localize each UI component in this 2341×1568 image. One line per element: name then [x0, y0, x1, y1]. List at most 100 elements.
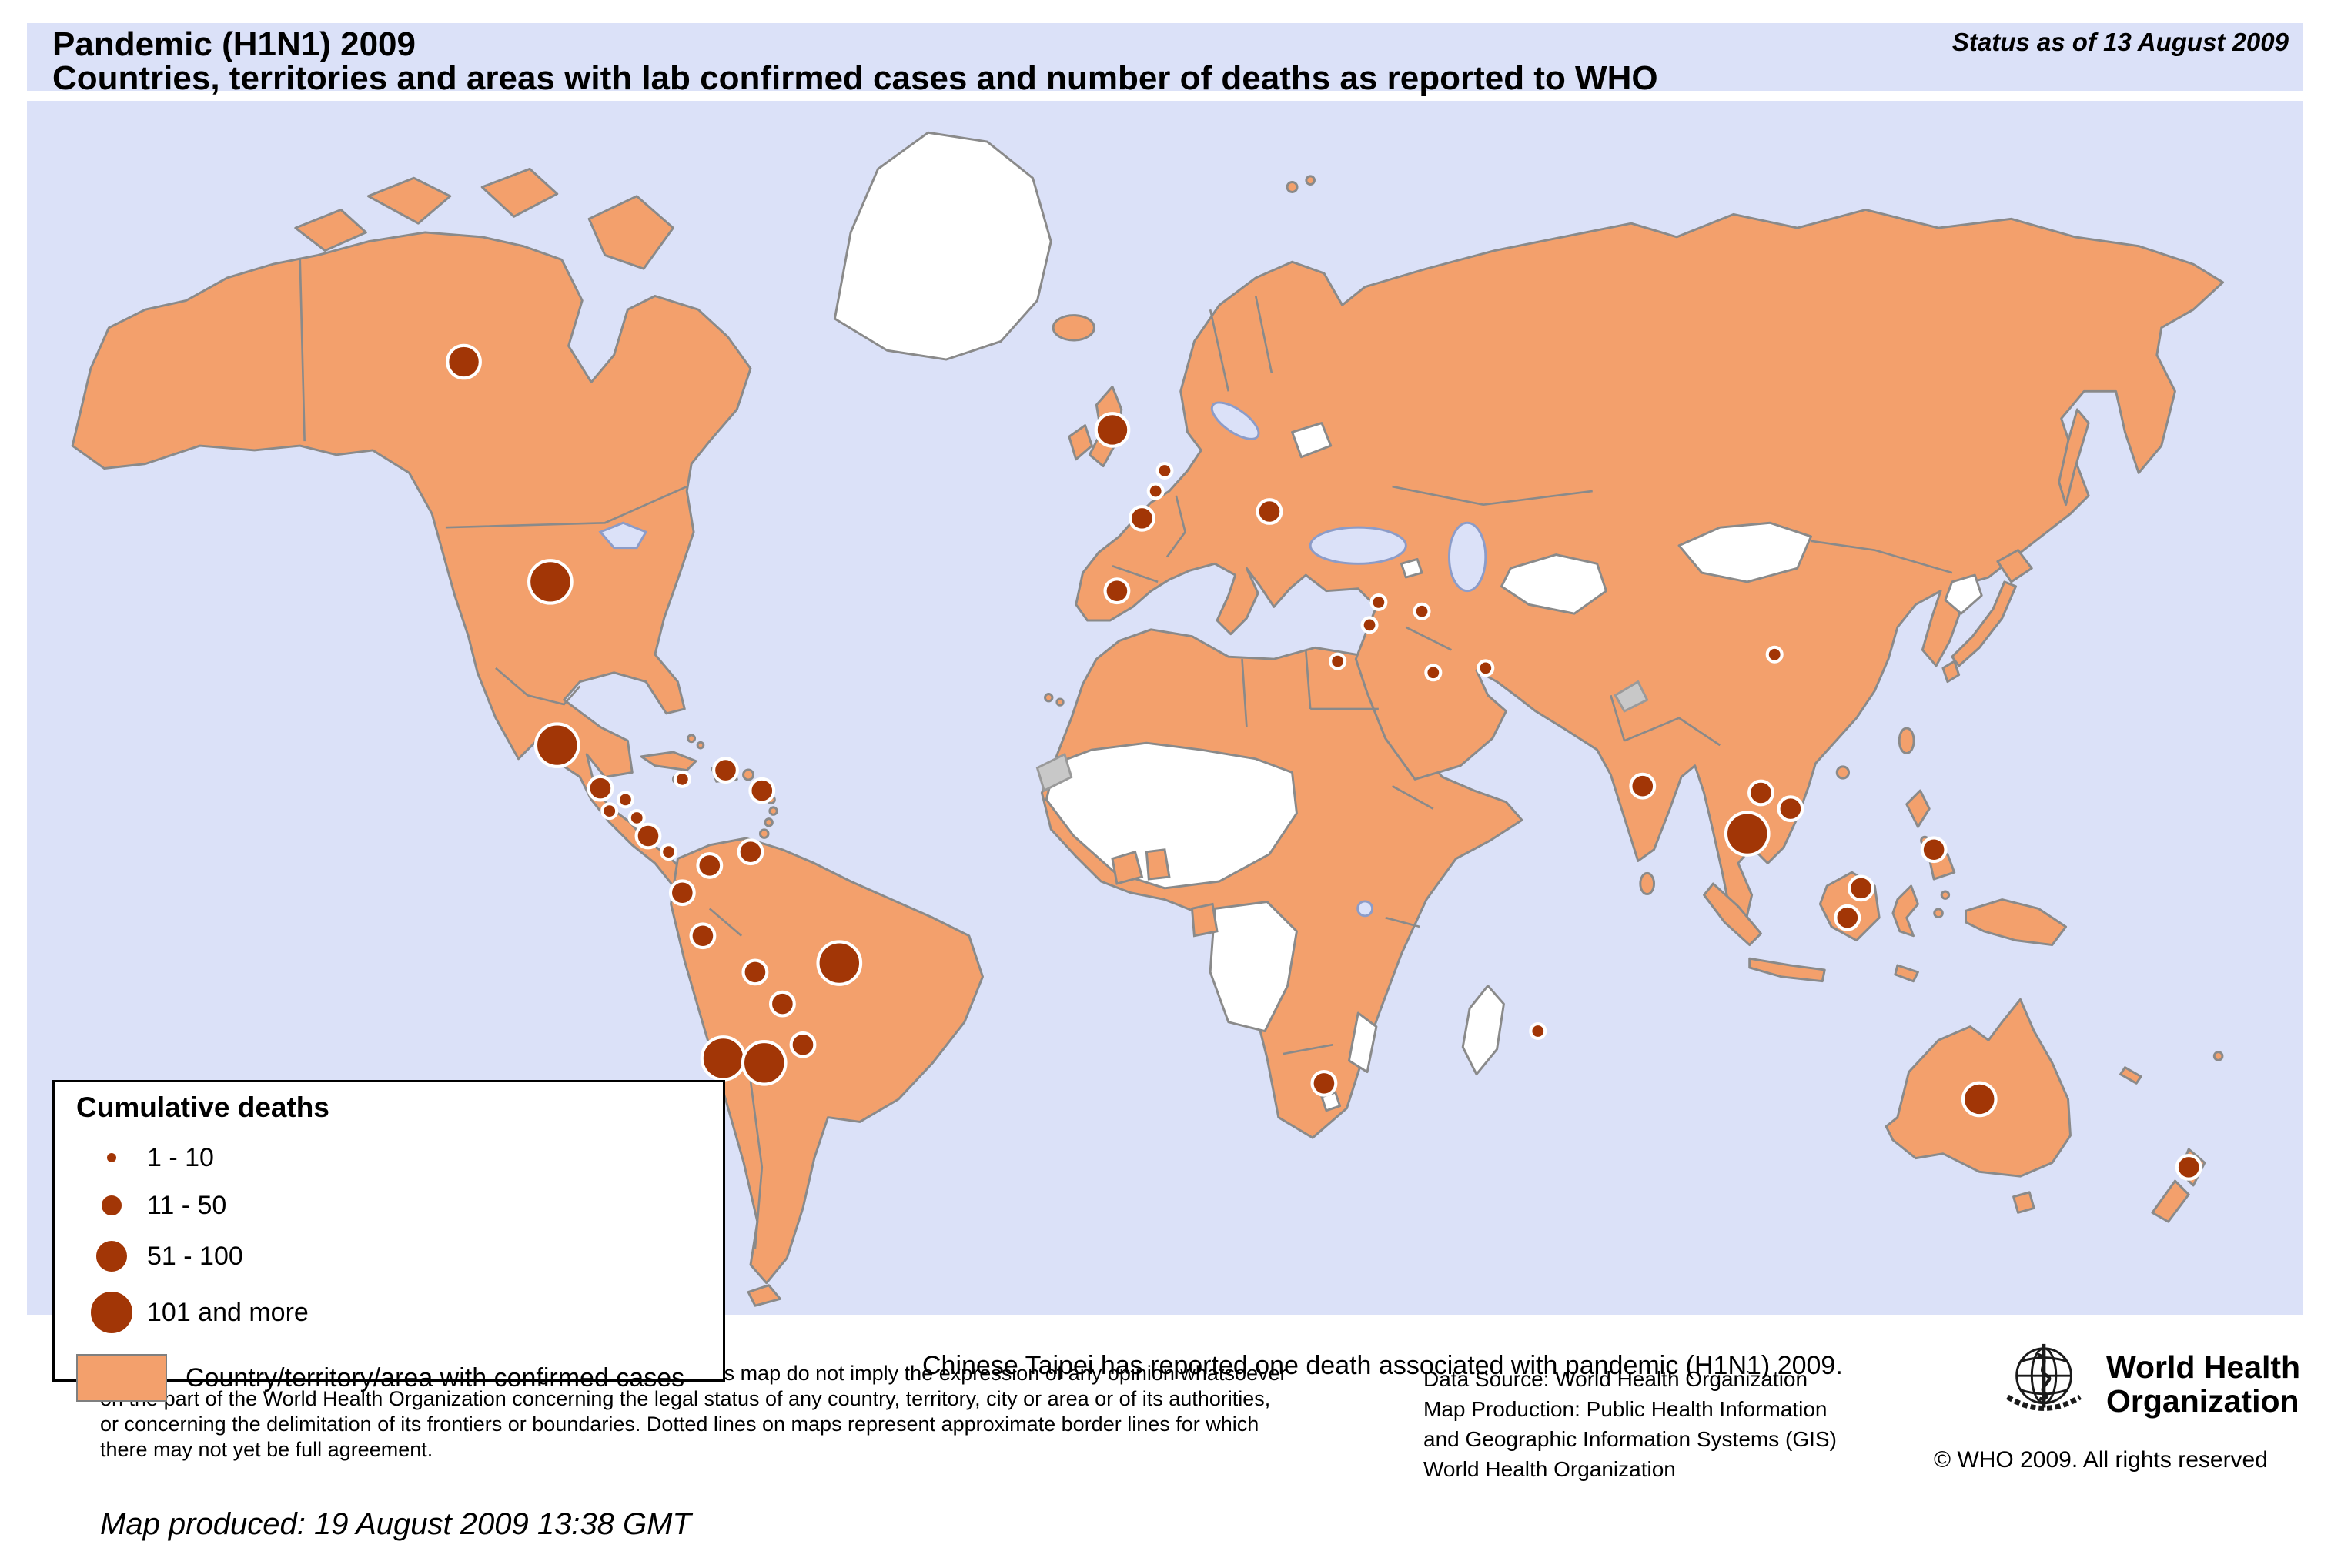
legend-row: 11 - 50 — [76, 1181, 723, 1230]
legend-circle-101+ — [89, 1290, 134, 1335]
sri-lanka — [1639, 871, 1656, 895]
map-area: Cumulative deaths 1 - 10 11 - 50 51 - 100 1… — [27, 101, 2303, 1402]
legend-row: 1 - 10 — [76, 1135, 723, 1181]
death-marker-chile — [700, 1035, 747, 1082]
legend-rows: 1 - 10 11 - 50 51 - 100 101 and more — [76, 1135, 723, 1342]
legend-circle-1-10 — [105, 1152, 118, 1164]
header-band: Pandemic (H1N1) 2009 Countries, territor… — [27, 23, 2303, 97]
puerto-rico — [742, 768, 755, 781]
mongolia — [1677, 521, 1812, 583]
svalbard — [1305, 175, 1316, 186]
kyushu — [1941, 660, 1961, 684]
baltic-sea — [1210, 401, 1260, 440]
death-marker-el-salvador — [600, 802, 619, 821]
legend-label: 1 - 10 — [147, 1142, 214, 1172]
honshu — [1951, 580, 2018, 667]
death-marker-egypt — [1329, 652, 1347, 670]
antilles — [764, 817, 774, 827]
death-marker-venezuela — [737, 838, 764, 866]
who-logo: World Health Organization — [1997, 1339, 2300, 1430]
antilles — [768, 806, 778, 816]
text-line: or concerning the delimitation of its fr… — [100, 1413, 1259, 1436]
death-marker-south-africa — [1310, 1069, 1338, 1097]
bahamas — [687, 734, 697, 744]
copyright: © WHO 2009. All rights reserved — [1934, 1447, 2268, 1473]
death-marker-viet-nam — [1777, 795, 1804, 823]
text-line: Data Source: World Health Organization — [1423, 1367, 1808, 1391]
death-marker-laos — [1747, 779, 1774, 807]
death-marker-new-zealand — [2175, 1154, 2202, 1181]
new-caledonia — [2119, 1066, 2142, 1085]
arctic-island — [366, 176, 452, 225]
death-marker-indonesia — [1834, 904, 1861, 931]
moluccas — [1940, 890, 1951, 900]
death-marker-guatemala — [587, 774, 614, 802]
death-marker-mexico — [533, 722, 580, 768]
sulawesi — [1891, 884, 1919, 938]
legend-label: 101 and more — [147, 1297, 309, 1327]
death-marker-uruguay — [789, 1031, 817, 1058]
death-marker-peru — [689, 922, 717, 950]
status-date: Status as of 13 August 2009 — [1951, 28, 2289, 56]
death-marker-australia — [1961, 1081, 1998, 1118]
black-sea — [1309, 526, 1407, 565]
death-marker-argentina — [741, 1040, 788, 1086]
trinidad — [758, 828, 770, 839]
belarus — [1291, 422, 1333, 459]
text-line: there may not yet be full agreement. — [100, 1438, 433, 1461]
luzon — [1905, 789, 1931, 828]
arctic-island — [480, 167, 559, 218]
hokkaido — [1996, 549, 2033, 583]
taiwan — [1898, 727, 1915, 754]
western-sahara — [1035, 752, 1073, 793]
lakes — [598, 401, 1487, 918]
canary-islands — [1055, 697, 1065, 707]
death-marker-philippines — [1920, 836, 1948, 864]
death-marker-israel — [1360, 616, 1379, 634]
west-africa — [1045, 741, 1298, 890]
who-logo-text: World Health Organization — [2106, 1350, 2300, 1418]
iceland — [1052, 314, 1095, 342]
legend-label: 51 - 100 — [147, 1241, 243, 1271]
hainan — [1835, 765, 1851, 780]
north-america — [71, 231, 752, 888]
death-marker-belgium — [1146, 482, 1165, 500]
tierra-del-fuego — [747, 1284, 781, 1307]
land-confirmed-overlays — [1111, 848, 1219, 938]
new-zealand-south — [2151, 1179, 2190, 1223]
ireland — [1068, 424, 1093, 461]
death-marker-mauritius — [1529, 1022, 1547, 1041]
death-marker-ecuador — [668, 879, 696, 907]
death-marker-lebanon — [1369, 593, 1388, 611]
greenland — [833, 131, 1052, 361]
land-no-report — [833, 131, 1983, 1112]
death-marker-saudi-arabia — [1424, 664, 1443, 682]
confirmed-area-swatch — [76, 1354, 167, 1402]
caspian-sea — [1448, 521, 1487, 593]
armenia — [1400, 557, 1423, 579]
page-title: Pandemic (H1N1) 2009 — [52, 25, 416, 63]
central-africa — [1209, 901, 1298, 1033]
text-line: Map Production: Public Health Informatio… — [1423, 1397, 1828, 1421]
kashmir — [1614, 680, 1649, 713]
fiji — [2212, 1051, 2224, 1061]
cuba — [640, 751, 697, 772]
data-source-block: Data Source: World Health Organization Ma… — [1423, 1364, 1837, 1484]
text-line: Organization — [2106, 1383, 2299, 1419]
land-confirmed — [71, 167, 2225, 1307]
death-marker-nicaragua — [627, 808, 646, 827]
death-marker-dominican-republic — [712, 757, 739, 784]
death-marker-colombia — [696, 851, 724, 879]
sumatra — [1703, 882, 1762, 947]
ghana — [1145, 848, 1171, 881]
death-marker-thailand — [1724, 811, 1771, 857]
death-marker-china — [1765, 645, 1784, 664]
death-marker-brunei-darussalam — [1848, 874, 1874, 902]
death-marker-france — [1128, 504, 1155, 532]
great-lakes — [598, 521, 648, 550]
chinese-taipei-note: Chinese Taipei has reported one death as… — [922, 1351, 1843, 1380]
legend-circle-11-50 — [100, 1194, 123, 1217]
death-marker-netherlands — [1155, 461, 1174, 480]
text-line: and Geographic Information Systems (GIS) — [1423, 1427, 1837, 1451]
legend-area-row: Country/territory/area with confirmed ca… — [76, 1347, 723, 1409]
